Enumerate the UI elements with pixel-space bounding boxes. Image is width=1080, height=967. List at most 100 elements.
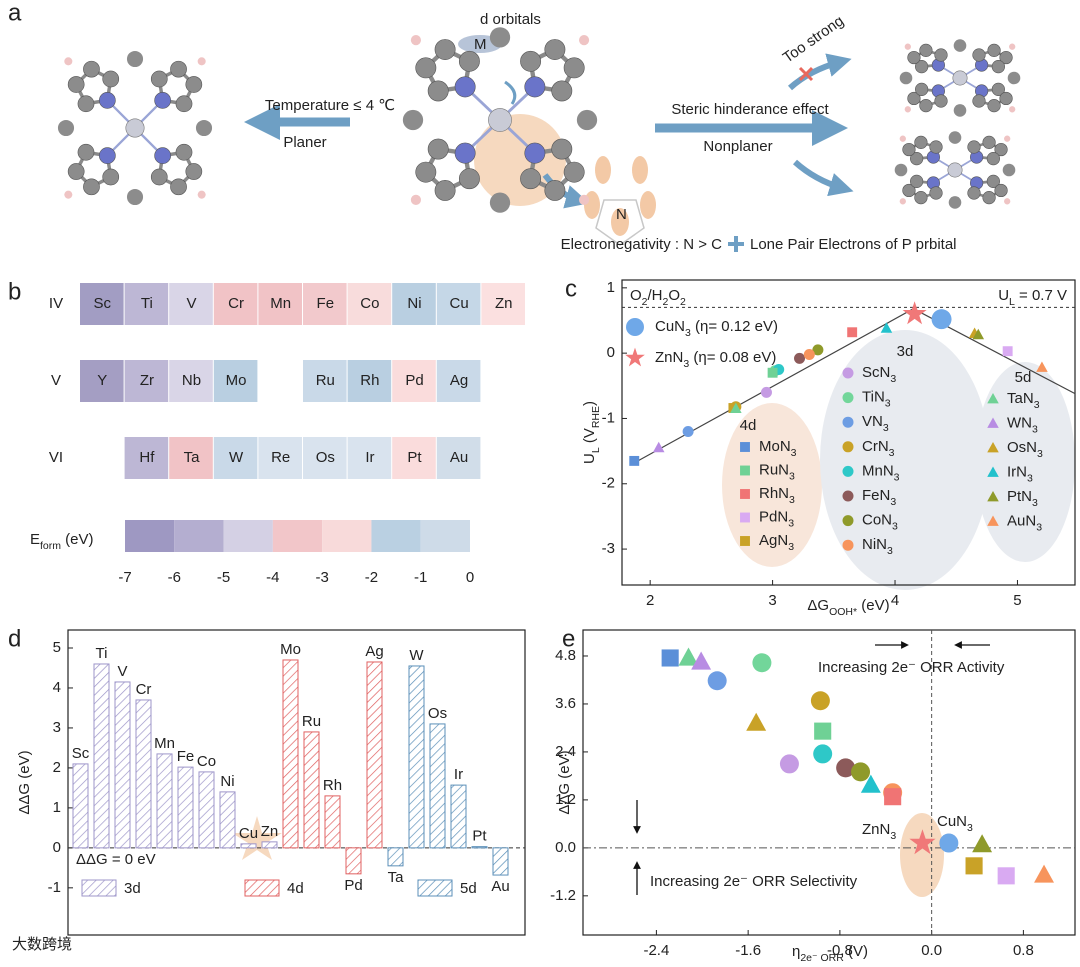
element-symbol: Mo <box>226 372 247 389</box>
bar <box>156 753 173 849</box>
c-atom <box>919 43 933 57</box>
annotation-part: 3 <box>967 822 973 834</box>
point <box>682 426 694 438</box>
metal-atom <box>952 70 968 86</box>
legend-label: CuN3 (η= 0.12 eV) <box>655 318 778 339</box>
n-atom <box>454 76 476 98</box>
bar <box>492 847 509 876</box>
annotation-part: L <box>1009 296 1015 308</box>
c-atom <box>953 104 967 117</box>
c-atom <box>83 178 100 196</box>
legend-label-part: 3 <box>1027 472 1033 484</box>
c-atom <box>982 135 996 149</box>
point <box>678 647 699 666</box>
x-axis-label-part: ΔG <box>807 597 829 614</box>
element-symbol: Au <box>450 449 468 466</box>
c-atom <box>999 50 1013 65</box>
c-atom <box>986 174 1000 188</box>
y-tick-label: 0.0 <box>555 839 576 856</box>
legend-label: ScN3 <box>862 364 896 385</box>
c-atom <box>175 95 193 113</box>
legend-title: 3d <box>897 343 914 360</box>
c-atom <box>948 196 962 209</box>
annotation-part: 2 <box>642 296 648 308</box>
c-atom <box>987 43 1001 57</box>
legend-marker <box>987 441 999 453</box>
metal-atom <box>488 108 512 132</box>
element-cell <box>436 437 481 479</box>
point <box>814 722 832 740</box>
arrow-label: Nonplaner <box>703 138 772 155</box>
point <box>972 834 993 853</box>
panel-label: b <box>8 278 21 305</box>
bar-label: Mo <box>280 641 301 658</box>
x-axis-label: ΔGOOH* (eV) <box>807 597 889 618</box>
n-atom <box>99 147 116 164</box>
c-atom <box>544 180 566 201</box>
c-atom <box>195 119 213 137</box>
y-tick-label: 0 <box>607 344 615 361</box>
legend-label-part: VN <box>862 413 883 430</box>
legend-label-part: MnN <box>862 462 894 479</box>
y-axis-label: UL (VRHE) <box>581 401 602 464</box>
colorbar-tick-label: -3 <box>315 569 328 586</box>
element-symbol: Co <box>360 295 379 312</box>
legend-marker <box>842 392 854 404</box>
legend-label-part: 3 <box>887 545 893 557</box>
h-atom <box>904 43 911 50</box>
h-atom <box>197 190 206 199</box>
colorbar-tick-label: -4 <box>266 569 279 586</box>
y-tick-label: 4 <box>53 679 61 696</box>
legend-label-part: CrN <box>862 438 889 455</box>
point <box>707 671 727 691</box>
panel-label: d <box>8 625 21 652</box>
h-atom <box>579 194 590 205</box>
c-atom <box>953 39 967 52</box>
point <box>880 322 893 333</box>
legend-label: MnN3 <box>862 462 900 483</box>
legend-label: FeN3 <box>862 487 896 508</box>
x-axis-label-part: (eV) <box>857 597 890 614</box>
c-atom <box>126 50 144 68</box>
y-tick-label: 4.8 <box>555 647 576 664</box>
y-axis-label-part: U <box>581 453 598 464</box>
h-atom <box>1009 106 1016 113</box>
legend-label: RhN3 <box>759 485 795 506</box>
point <box>803 348 815 360</box>
x-tick-label: 2 <box>646 592 654 609</box>
point <box>860 774 881 793</box>
h-atom <box>410 35 421 46</box>
metal-atom <box>947 162 963 178</box>
legend-label-part: 3 <box>685 327 691 339</box>
c-atom <box>914 191 928 205</box>
element-symbol: Ir <box>365 449 374 466</box>
element-cell <box>347 360 392 402</box>
c-atom <box>910 152 924 166</box>
c-atom <box>126 188 144 206</box>
element-symbol: Cu <box>450 295 469 312</box>
colorbar-segment <box>420 520 470 552</box>
point <box>652 441 665 453</box>
legend-marker <box>842 465 854 477</box>
c-atom <box>972 48 986 62</box>
legend-label-part: CuN <box>655 318 685 335</box>
h-atom <box>899 135 906 142</box>
x-tick-label: 0.8 <box>1013 942 1034 959</box>
c-atom <box>83 60 100 78</box>
element-symbol: Ta <box>184 449 201 466</box>
annotation-part: = 0.7 V <box>1015 287 1067 304</box>
point <box>902 301 927 325</box>
colorbar-tick-label: -6 <box>168 569 181 586</box>
legend-title: 5d <box>1015 369 1032 386</box>
c-atom <box>458 168 480 190</box>
h-atom <box>197 57 206 66</box>
bar <box>450 784 467 849</box>
y-tick-label: 5 <box>53 639 61 656</box>
legend-marker <box>625 347 645 367</box>
x-axis-label-part: (V) <box>844 943 868 960</box>
legend-label: RuN3 <box>759 461 795 482</box>
legend-marker <box>987 515 999 526</box>
legend-label: OsN3 <box>1007 439 1043 460</box>
highlight-region <box>900 813 944 897</box>
h-atom <box>1004 198 1011 205</box>
